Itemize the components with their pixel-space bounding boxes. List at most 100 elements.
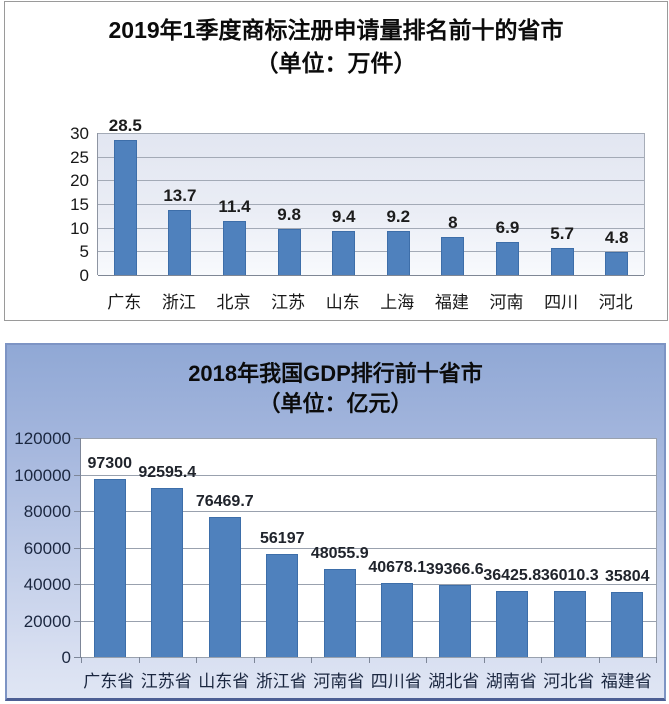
category-label: 河南: [489, 293, 524, 312]
category-label: 北京: [216, 293, 251, 312]
x-axis-tick: [656, 657, 657, 663]
bar: [496, 242, 519, 275]
x-axis-tick: [81, 657, 82, 663]
category-label: 江苏: [271, 293, 306, 312]
category-label: 山东省: [198, 672, 250, 691]
bar: [332, 231, 356, 275]
y-axis-tick: [74, 584, 81, 585]
x-axis-tick: [138, 657, 140, 663]
value-label: 39366.6: [425, 561, 484, 578]
bar: [277, 229, 301, 275]
value-label: 11.4: [218, 197, 251, 216]
bar: [168, 210, 192, 275]
value-label: 9.2: [386, 207, 411, 226]
gridline: [81, 474, 656, 476]
x-axis-line: [98, 275, 644, 276]
y-tick-label: 15: [70, 195, 89, 214]
chart-subtitle: （单位：万件）: [255, 50, 417, 76]
gridline: [81, 438, 656, 439]
value-label: 92595.4: [138, 464, 197, 481]
y-tick-label: 20: [70, 171, 89, 191]
x-axis-tick: [483, 657, 485, 663]
y-tick-label: 30: [70, 124, 89, 143]
bar: [553, 591, 586, 657]
value-label: 6.9: [495, 218, 520, 237]
category-label: 浙江省: [255, 672, 307, 691]
category-label: 广东: [107, 293, 142, 312]
category-label: 山东: [325, 293, 360, 312]
y-tick-label: 40000: [23, 575, 71, 594]
y-tick-label: 80000: [23, 502, 71, 521]
x-axis-tick: [253, 657, 255, 663]
gridline: [98, 227, 644, 229]
gridline: [98, 156, 644, 158]
value-label: 36425.8: [483, 567, 542, 584]
y-tick-label: 120000: [14, 429, 71, 448]
y-tick-label: 10: [70, 218, 89, 238]
x-axis-tick: [196, 657, 197, 663]
value-label: 28.5: [108, 116, 142, 135]
category-label: 四川省: [370, 672, 422, 691]
gridline: [81, 620, 656, 622]
value-label: 40678.1: [368, 559, 427, 576]
y-tick-label: 5: [79, 242, 89, 262]
category-label: 上海: [380, 293, 415, 312]
y-tick-label: 25: [70, 147, 89, 167]
y-axis-tick: [74, 657, 81, 658]
bar: [323, 569, 356, 657]
y-tick-label: 0: [61, 648, 71, 667]
x-axis: 广东省 江苏省 山东省 浙江省 河南省 四川省 湖北省 湖南省 河北省 福建省: [80, 667, 655, 691]
y-tick-label: 20000: [23, 611, 71, 631]
y-axis-tick: [74, 474, 81, 476]
value-label: 76469.7: [195, 493, 254, 510]
bar: [93, 479, 126, 657]
bar: [381, 583, 414, 657]
gdp-bar-chart: 2018年我国GDP排行前十省市 （单位：亿元） 0 20000 40000 6000…: [5, 343, 666, 701]
bar: [151, 488, 184, 657]
bar: [441, 237, 465, 275]
bar: [438, 585, 471, 657]
category-label: 广东省: [83, 672, 135, 691]
category-label: 福建: [434, 293, 469, 312]
value-label: 5.7: [550, 224, 574, 243]
bar: [266, 554, 299, 657]
value-label: 13.7: [163, 186, 197, 205]
trademark-bar-chart: 2019年1季度商标注册申请量排名前十的省市 （单位：万件） 0 5 10 15 20 2…: [4, 1, 668, 321]
category-label: 福建省: [600, 672, 652, 691]
gridline: [81, 547, 656, 549]
y-axis-tick: [74, 438, 81, 439]
y-tick-label: 0: [79, 266, 89, 285]
bar: [113, 140, 137, 275]
chart-title: 2019年1季度商标注册申请量排名前十的省市: [108, 17, 564, 43]
x-axis-tick: [541, 657, 542, 663]
chart-title: 2018年我国GDP排行前十省市: [188, 361, 483, 386]
bar: [496, 591, 529, 657]
category-label: 江苏省: [140, 672, 192, 691]
value-label: 48055.9: [310, 545, 369, 562]
value-label: 4.8: [604, 228, 629, 247]
x-axis-tick: [368, 657, 370, 663]
y-axis-tick: [74, 620, 81, 622]
gridline: [98, 251, 644, 253]
category-label: 湖北省: [428, 672, 480, 691]
plot-area: 97300 92595.4 76469.7 56197 48055.9 40678.1 39…: [74, 438, 657, 663]
gridline: [98, 180, 644, 182]
category-label: 河北: [598, 293, 633, 312]
bar: [550, 248, 574, 275]
gridline: [98, 133, 644, 134]
y-axis-tick: [74, 511, 81, 512]
bar: [386, 231, 410, 275]
value-label: 9.4: [331, 207, 356, 226]
bar: [605, 252, 629, 275]
chart-subtitle: （单位：亿元）: [258, 391, 413, 416]
bar: [208, 517, 241, 657]
x-axis-tick: [598, 657, 600, 663]
gridline: [81, 584, 656, 585]
category-label: 四川: [544, 293, 579, 312]
value-label: 9.8: [277, 205, 301, 224]
bar: [223, 221, 246, 275]
plot-area: 28.5 13.7 11.4 9.8 9.4 9.2 8 6.9 5.7 4.8: [97, 116, 645, 276]
y-axis: 0 5 10 15 20 25 30: [5, 125, 89, 284]
value-label: 56197: [260, 530, 305, 547]
